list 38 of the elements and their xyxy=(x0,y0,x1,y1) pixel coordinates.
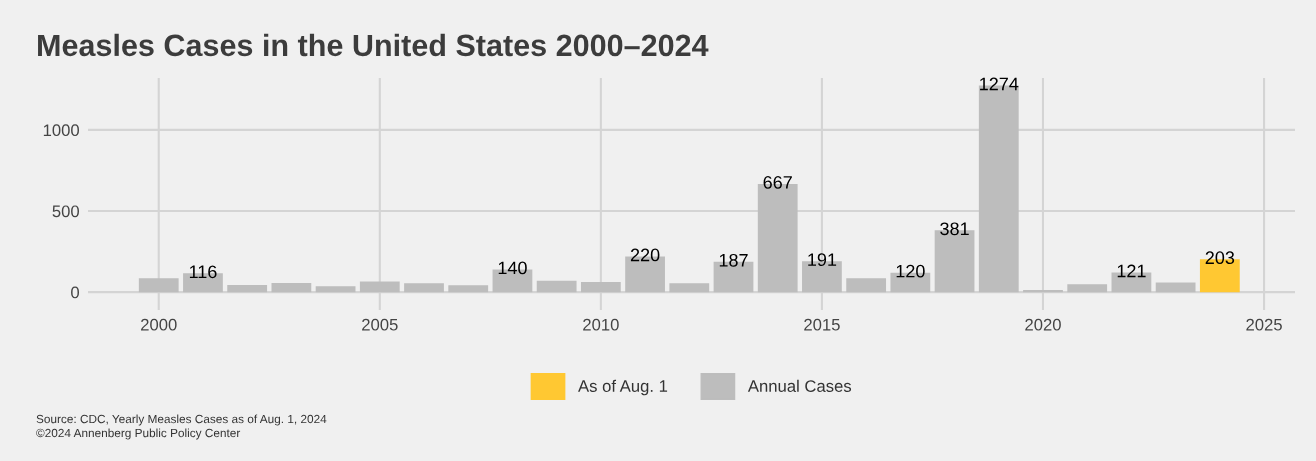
text: ©2024 Annenberg Public Policy Center xyxy=(36,428,241,440)
bar xyxy=(580,281,621,293)
x-tick-label: 2010 xyxy=(583,318,619,331)
chart-title: Measles Cases in the United States 2000–2024 xyxy=(38,33,709,57)
bar xyxy=(536,280,577,293)
x-tick-label: 2025 xyxy=(1246,318,1282,331)
bar xyxy=(315,286,356,293)
x-tick-label: 2005 xyxy=(362,318,398,331)
x-tick-label: 2015 xyxy=(804,318,840,331)
data-label: 191 xyxy=(808,253,837,267)
bar xyxy=(448,285,489,293)
x-tick-label: 2000 xyxy=(141,318,177,331)
bar xyxy=(846,278,887,293)
bar xyxy=(404,283,444,293)
bar xyxy=(1067,284,1108,293)
y-tick-label: 500 xyxy=(52,205,80,218)
data-label: 121 xyxy=(1117,264,1146,278)
bar xyxy=(227,285,268,293)
data-label: 220 xyxy=(630,248,660,262)
data-label: 667 xyxy=(763,176,792,189)
y-tick-label: 0 xyxy=(71,286,80,299)
bar xyxy=(359,281,400,293)
legend-label: As of Aug. 1 xyxy=(578,379,668,396)
data-label: 1274 xyxy=(980,77,1019,91)
bar xyxy=(138,278,179,293)
bar xyxy=(271,283,312,293)
bar xyxy=(1023,290,1063,293)
x-tick-label: 2020 xyxy=(1025,318,1061,331)
data-label: 116 xyxy=(189,265,217,279)
y-tick-label: 1000 xyxy=(43,124,80,137)
data-label: 140 xyxy=(498,261,527,275)
data-label: 120 xyxy=(896,264,925,278)
source-note: Source: CDC, Yearly Measles Cases as of Aug. 1, 2024 xyxy=(36,414,327,426)
bar xyxy=(669,283,710,293)
data-label: 187 xyxy=(719,253,748,267)
legend-label: Annual Cases xyxy=(747,379,852,392)
bar xyxy=(1155,282,1196,293)
data-label: 381 xyxy=(940,222,969,236)
